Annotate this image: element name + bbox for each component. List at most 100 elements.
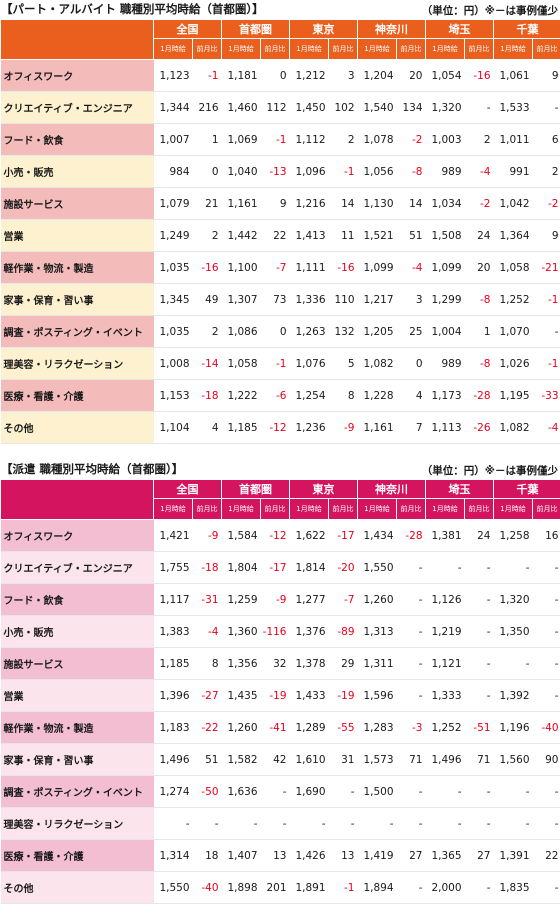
change-cell: 9 (260, 187, 290, 220)
wage-cell: 1,333 (425, 679, 465, 712)
job-category-label: 営業 (0, 679, 154, 712)
wage-cell: 1,336 (289, 283, 329, 316)
sub-header-change: 前月比 (192, 498, 222, 520)
change-cell: 13 (328, 839, 358, 872)
haken-sub-header-row: 1月時給 前月比 1月時給 前月比 1月時給 前月比 1月時給 前月比 1月時給… (1, 498, 560, 520)
haken-title-row: 【派遣 職種別平均時給（首都圏）】 （単位：円）※－は事例僅少 (0, 460, 560, 479)
job-category-label: 調査・ポスティング・イベント (0, 315, 154, 348)
change-cell: -1 (328, 871, 358, 904)
table-row: 営業 1,249 2 1,442 22 1,413 11 1,521 51 1,508 24 1,36… (0, 219, 560, 252)
wage-cell: 1,263 (289, 315, 329, 348)
job-category-label: 理美容・リラクゼーション (0, 807, 154, 840)
wage-cell: 1,289 (289, 711, 329, 744)
change-cell: -26 (464, 411, 494, 444)
part-header-corner (0, 19, 154, 60)
table-row: 家事・保育・習い事 1,496 51 1,582 42 1,610 31 1,573 71 1,4… (0, 743, 560, 776)
change-cell: -12 (260, 411, 290, 444)
wage-cell: 1,835 (493, 871, 533, 904)
wage-cell: 1,307 (221, 283, 261, 316)
change-cell: - (260, 807, 290, 840)
region-header: 埼玉 (425, 479, 494, 499)
change-cell: -2 (464, 187, 494, 220)
wage-cell: 1,433 (289, 679, 329, 712)
job-category-label: その他 (0, 411, 154, 444)
change-cell: - (532, 679, 560, 712)
change-cell: - (396, 871, 426, 904)
change-cell: -13 (260, 155, 290, 188)
change-cell: -4 (464, 155, 494, 188)
wage-cell: 1,898 (221, 871, 261, 904)
wage-cell: - (493, 775, 533, 808)
change-cell: - (532, 315, 560, 348)
change-cell: -9 (328, 411, 358, 444)
change-cell: -6 (260, 379, 290, 412)
change-cell: - (396, 775, 426, 808)
change-cell: 8 (192, 647, 222, 680)
table-row: その他 1,550 -40 1,898 201 1,891 -1 1,894-2,000-1,… (0, 871, 560, 904)
change-cell: 32 (260, 647, 290, 680)
wage-cell: 1,113 (425, 411, 465, 444)
wage-cell: 1,153 (153, 379, 193, 412)
change-cell: -27 (192, 679, 222, 712)
wage-cell: 1,216 (289, 187, 329, 220)
job-category-label: 軽作業・物流・製造 (0, 251, 154, 284)
wage-cell: 2,000 (425, 871, 465, 904)
wage-cell: 1,573 (357, 743, 397, 776)
change-cell: -8 (396, 155, 426, 188)
change-cell: -2 (532, 187, 560, 220)
sub-header-wage: 1月時給 (425, 38, 465, 60)
part-unit-note: （単位：円）※－は事例僅少 (421, 5, 558, 17)
table-row: 施設サービス 1,185 8 1,356 32 1,378 29 1,311-1,121- - - (0, 647, 560, 680)
part-time-section: 【パート・アルバイト 職種別平均時給（首都圏）】 （単位：円）※－は事例僅少 全… (0, 0, 560, 444)
change-cell: 14 (328, 187, 358, 220)
wage-cell: 1,350 (493, 615, 533, 648)
change-cell: -14 (192, 347, 222, 380)
wage-cell: 1,381 (425, 519, 465, 552)
wage-cell: 1,550 (357, 551, 397, 584)
change-cell: -51 (464, 711, 494, 744)
change-cell: 13 (260, 839, 290, 872)
wage-cell: 1,622 (289, 519, 329, 552)
wage-cell: 1,434 (357, 519, 397, 552)
region-header: 千葉 (493, 479, 560, 499)
change-cell: -89 (328, 615, 358, 648)
region-header: 東京 (289, 19, 358, 39)
wage-cell: 1,755 (153, 551, 193, 584)
change-cell: -18 (192, 551, 222, 584)
change-cell: -16 (328, 251, 358, 284)
sub-header-wage: 1月時給 (153, 38, 193, 60)
table-row: 軽作業・物流・製造 1,183 -22 1,260 -41 1,289 -55 1,283 -3… (0, 711, 560, 744)
sub-header-change: 前月比 (464, 38, 494, 60)
change-cell: -19 (328, 679, 358, 712)
change-cell: -1 (260, 347, 290, 380)
wage-cell: 1,277 (289, 583, 329, 616)
wage-cell: 1,299 (425, 283, 465, 316)
change-cell: -55 (328, 711, 358, 744)
wage-cell: 1,360 (221, 615, 261, 648)
sub-header-wage: 1月時給 (221, 38, 261, 60)
change-cell: 51 (396, 219, 426, 252)
wage-cell: 1,356 (221, 647, 261, 680)
change-cell: - (464, 775, 494, 808)
change-cell: 21 (192, 187, 222, 220)
change-cell: 0 (192, 155, 222, 188)
sub-header-change: 前月比 (396, 498, 426, 520)
change-cell: -12 (260, 519, 290, 552)
table-row: オフィスワーク 1,421 -9 1,584 -12 1,622 -17 1,434 -28 1,… (0, 519, 560, 552)
wage-cell: 1,042 (493, 187, 533, 220)
change-cell: 31 (328, 743, 358, 776)
wage-cell: - (493, 551, 533, 584)
wage-cell: 1,365 (425, 839, 465, 872)
wage-cell: 1,100 (221, 251, 261, 284)
wage-cell: 1,258 (493, 519, 533, 552)
change-cell: 0 (260, 315, 290, 348)
haken-unit-note: （単位：円）※－は事例僅少 (421, 465, 558, 477)
change-cell: - (396, 679, 426, 712)
table-row: 医療・看護・介護 1,314 18 1,407 13 1,426 13 1,419 27 1,36… (0, 839, 560, 872)
table-row: 軽作業・物流・製造 1,035 -16 1,100 -7 1,111 -16 1,099 -4 1… (0, 251, 560, 284)
wage-cell: 1,035 (153, 315, 193, 348)
part-region-header-row: 全国 首都圏 東京 神奈川 埼玉 千葉 (0, 19, 560, 60)
sub-header-wage: 1月時給 (289, 498, 329, 520)
change-cell: - (464, 647, 494, 680)
change-cell: 51 (192, 743, 222, 776)
